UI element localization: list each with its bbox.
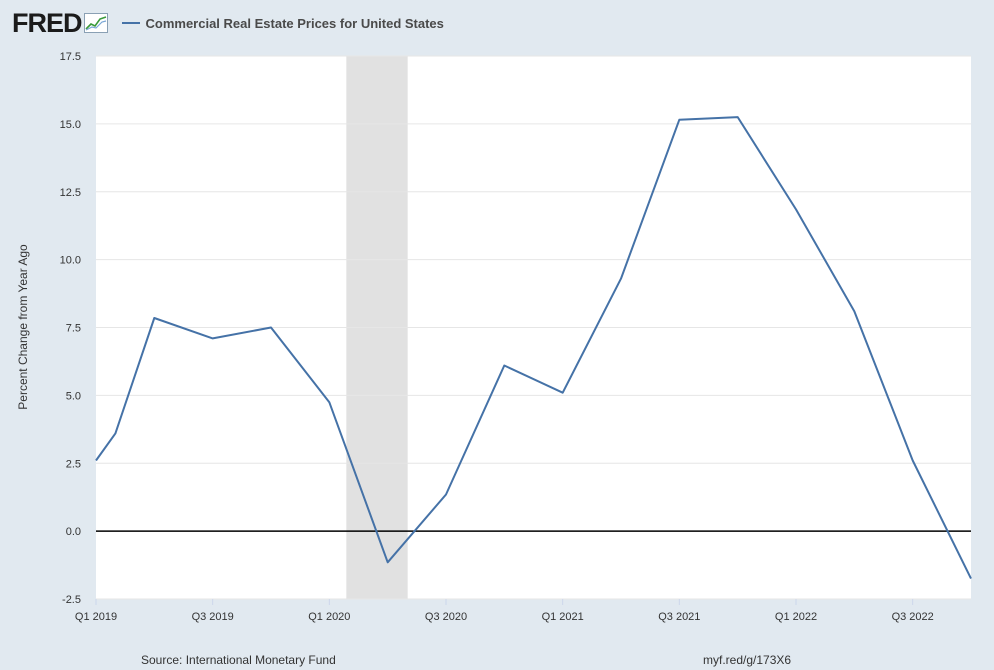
y-tick-label: -2.5 <box>62 594 81 606</box>
fred-logo[interactable]: FRED <box>12 8 108 38</box>
y-tick-label: 5.0 <box>66 390 81 402</box>
short-url-link[interactable]: myf.red/g/173X6 <box>703 653 792 667</box>
legend-series-swatch <box>121 22 140 24</box>
y-tick-label: 15.0 <box>60 119 81 131</box>
x-tick-label: Q3 2022 <box>892 611 934 623</box>
x-tick-label: Q3 2021 <box>658 611 700 623</box>
x-tick-label: Q3 2019 <box>192 611 234 623</box>
x-tick-label: Q3 2020 <box>425 611 467 623</box>
y-axis-ticks: 17.5 15.0 12.5 10.0 7.5 5.0 2.5 0.0 -2.5 <box>60 51 81 606</box>
trend-graph-icon <box>83 13 108 33</box>
y-tick-label: 7.5 <box>66 323 81 335</box>
data-points <box>95 117 972 579</box>
x-tick-label: Q1 2021 <box>542 611 584 623</box>
y-tick-label: 2.5 <box>66 458 81 470</box>
source-note: Source: International Monetary Fund <box>141 653 336 667</box>
x-tick-label: Q1 2020 <box>308 611 350 623</box>
y-tick-label: 17.5 <box>60 51 81 63</box>
chart-legend: Commercial Real Estate Prices for United… <box>121 15 444 31</box>
y-axis-label: Percent Change from Year Ago <box>16 244 30 410</box>
y-tick-label: 12.5 <box>60 187 81 199</box>
y-tick-label: 10.0 <box>60 255 81 267</box>
chart-header: FRED Commercial Real Estate Prices for U… <box>12 8 444 38</box>
x-tick-label: Q1 2022 <box>775 611 817 623</box>
legend-series-label: Commercial Real Estate Prices for United… <box>145 15 444 31</box>
series-line <box>95 116 972 580</box>
x-tick-label: Q1 2019 <box>75 611 117 623</box>
x-axis-ticks: Q1 2019 Q3 2019 Q1 2020 Q3 2020 Q1 2021 Q3 20… <box>75 599 934 623</box>
fred-logo-text: FRED <box>12 8 82 38</box>
y-tick-label: 0.0 <box>66 526 81 538</box>
